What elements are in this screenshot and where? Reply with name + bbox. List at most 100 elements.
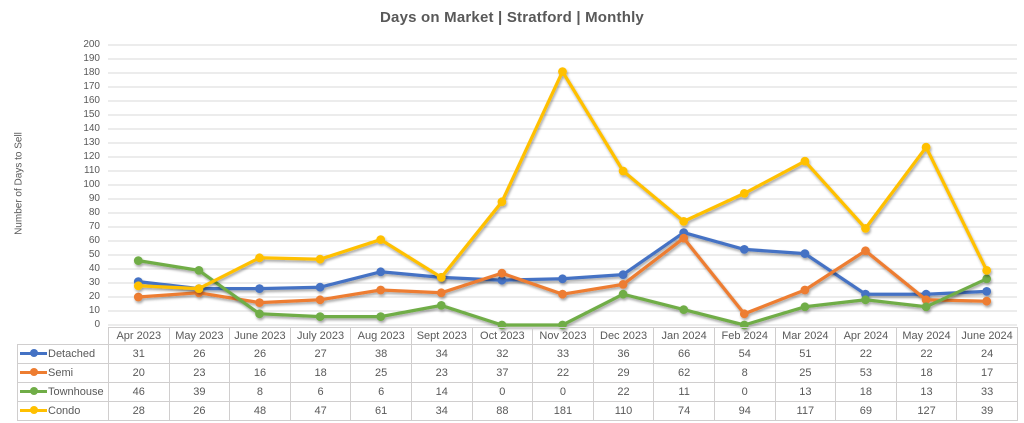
table-cell: 13: [774, 382, 837, 402]
data-point: [376, 285, 386, 295]
table-cell: 14: [410, 382, 473, 402]
table-cell: 17: [956, 363, 1018, 383]
y-tick-label: 100: [83, 179, 100, 190]
data-point: [315, 282, 325, 292]
month-header: Dec 2023: [592, 327, 655, 345]
legend-marker-icon: [20, 406, 47, 415]
table-cell: 34: [410, 401, 473, 421]
table-cell: 37: [471, 363, 534, 383]
table-cell: 0: [713, 382, 776, 402]
table-cell: 26: [168, 344, 231, 364]
table-cell: 51: [774, 344, 837, 364]
table-cell: 54: [713, 344, 776, 364]
table-cell: 62: [653, 363, 715, 383]
table-cell: 18: [835, 382, 897, 402]
table-cell: 117: [774, 401, 837, 421]
month-header: June 2024: [956, 327, 1018, 345]
data-point: [315, 295, 325, 305]
table-cell: 8: [713, 363, 776, 383]
table-cell: 26: [229, 344, 291, 364]
month-header: July 2023: [289, 327, 352, 345]
table-cell: 24: [956, 344, 1018, 364]
data-point: [982, 266, 992, 275]
series-condo: [133, 67, 992, 293]
month-header: Apr 2024: [835, 327, 897, 345]
table-row: Condo 28 26 48 47 61 34 88 181 110 74 94 117 69 127 39: [17, 401, 1018, 421]
month-header: Sept 2023: [410, 327, 473, 345]
y-tick-label: 10: [88, 305, 100, 316]
month-header: June 2023: [229, 327, 291, 345]
y-tick-label: 180: [83, 67, 100, 78]
table-cell: 26: [168, 401, 231, 421]
data-point: [800, 302, 810, 312]
y-tick-label: 60: [88, 235, 100, 246]
table-cell: 13: [895, 382, 958, 402]
table-cell: 36: [592, 344, 655, 364]
table-cell: 46: [108, 382, 170, 402]
data-point: [679, 217, 689, 226]
data-point: [921, 142, 931, 152]
table-cell: 22: [895, 344, 958, 364]
legend-marker-icon: [20, 368, 47, 377]
data-point: [618, 166, 628, 176]
table-cell: 33: [956, 382, 1018, 402]
data-point: [497, 275, 507, 285]
table-cell: 66: [653, 344, 715, 364]
month-header: Jan 2024: [653, 327, 715, 345]
data-point: [315, 312, 325, 321]
month-header-row: Apr 2023 May 2023 June 2023 July 2023 Aug 20…: [18, 327, 1018, 345]
month-header: May 2023: [168, 327, 231, 345]
data-point: [739, 245, 749, 254]
legend-label: Condo: [48, 405, 81, 417]
table-cell: 23: [168, 363, 231, 383]
data-point: [800, 249, 810, 258]
y-tick-label: 160: [83, 95, 100, 106]
data-point: [800, 285, 810, 295]
data-point: [679, 305, 689, 314]
data-point: [982, 287, 992, 296]
data-point: [255, 309, 264, 319]
table-cell: 0: [532, 382, 594, 402]
table-cell: 39: [956, 401, 1018, 421]
month-header: Feb 2024: [713, 327, 776, 345]
y-tick-label: 140: [83, 123, 100, 134]
table-cell: 8: [229, 382, 291, 402]
data-point: [739, 309, 749, 319]
table-cell: 22: [592, 382, 655, 402]
table-header: Apr 2023 May 2023 June 2023 July 2023 Aug 20…: [18, 327, 1018, 345]
table-cell: 25: [774, 363, 837, 383]
table-cell: 16: [229, 363, 291, 383]
series-line-detached: [136, 230, 989, 296]
data-point: [255, 284, 264, 293]
y-tick-label: 190: [83, 53, 100, 64]
table-row: Detached 31 26 26 27 38 34 32 33 36 66 54 51 22 22 24: [17, 344, 1018, 364]
legend-townhouse: Townhouse: [17, 382, 109, 402]
table-cell: 31: [108, 344, 170, 364]
data-point: [436, 288, 446, 298]
data-point: [982, 274, 992, 284]
y-tick-label: 70: [88, 221, 100, 232]
table-cell: 0: [471, 382, 534, 402]
data-point: [376, 312, 386, 321]
table-cell: 23: [410, 363, 473, 383]
data-point: [800, 156, 810, 166]
series-detached: [133, 228, 992, 299]
data-point: [133, 256, 143, 265]
table-cell: 110: [592, 401, 655, 421]
month-header: Oct 2023: [471, 327, 534, 345]
data-point: [861, 295, 870, 305]
y-tick-label: 110: [84, 165, 100, 176]
table-cell: 28: [108, 401, 170, 421]
y-tick-label: 40: [88, 263, 100, 274]
data-point: [558, 67, 567, 76]
data-point: [315, 254, 325, 264]
gridlines: [108, 44, 1017, 326]
table-body: Detached 31 26 26 27 38 34 32 33 36 66 54 51 22 22 24 Se…: [17, 344, 1018, 421]
table-cell: 22: [835, 344, 897, 364]
legend-label: Detached: [48, 348, 96, 360]
data-point: [618, 270, 628, 279]
table-cell: 48: [229, 401, 291, 421]
y-tick-label: 50: [88, 249, 100, 260]
table-cell: 38: [350, 344, 412, 364]
